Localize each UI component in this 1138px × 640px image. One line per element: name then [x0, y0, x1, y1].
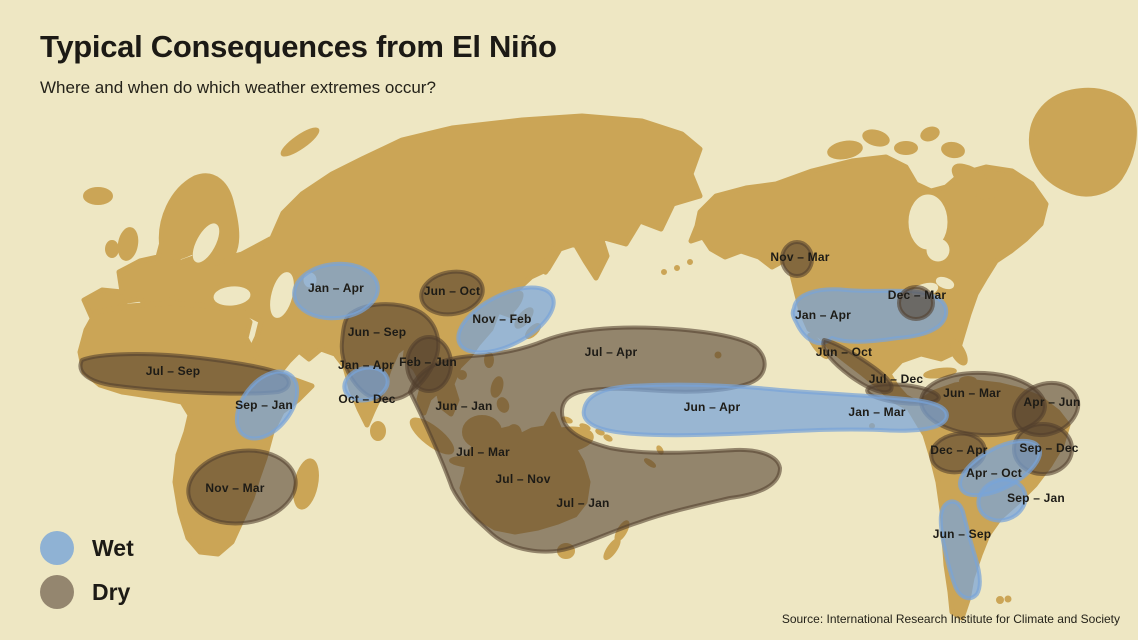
water-hudson-bay-south: [926, 238, 950, 262]
dry-swatch-icon: [40, 575, 74, 609]
region-label-bolivia-dry: Dec – Apr: [930, 443, 988, 457]
island-arctic-3: [894, 141, 918, 155]
region-label-mexico-dry: Jun – Oct: [816, 345, 872, 359]
legend-label-wet: Wet: [92, 534, 134, 561]
island-falkland-2: [1004, 595, 1012, 603]
dry-region-us-midwest: [897, 285, 935, 321]
dry-region-china: [419, 269, 485, 317]
water-great-lakes-2: [935, 276, 955, 290]
page-title: Typical Consequences from El Niño: [40, 29, 557, 64]
wet-region-south-india: [342, 365, 390, 403]
island-aleutian-2: [674, 265, 680, 271]
region-label-south-india-wet: Oct – Dec: [338, 392, 395, 406]
island-ireland: [105, 240, 119, 258]
island-arctic-4: [920, 126, 940, 142]
region-label-amazon-dry: Jun – Mar: [943, 386, 1001, 400]
island-arctic-2: [862, 129, 890, 147]
region-labels: Jan – Apr Nov – Feb Oct – Dec Sep – Jan Jul …: [146, 250, 1081, 541]
island-great-britain: [117, 227, 139, 261]
island-iceland: [83, 187, 113, 205]
region-label-southern-africa-dry: Nov – Mar: [205, 481, 264, 495]
island-arctic-1: [827, 140, 863, 160]
region-label-east-brazil-dry: Sep – Dec: [1019, 441, 1078, 455]
legend-item-dry: Dry: [40, 575, 134, 609]
island-melanesia-4: [603, 434, 613, 442]
wet-swatch-icon: [40, 531, 74, 565]
legend-label-dry: Dry: [92, 578, 131, 605]
water-baltic-sea: [192, 223, 220, 263]
island-sakhalin: [542, 241, 554, 275]
region-label-east-pacific-wet: Jan – Mar: [848, 405, 905, 419]
water-caspian-sea: [270, 272, 294, 318]
region-label-north-india-dry: Jun – Sep: [348, 325, 406, 339]
dry-region-mexico: [821, 338, 894, 395]
region-label-indochina-dry: Feb – Jun: [399, 355, 457, 369]
island-baffin: [951, 163, 999, 201]
region-label-pampas-wet: Apr – Oct: [966, 466, 1022, 480]
region-label-se-south-america-wet: Sep – Jan: [1007, 491, 1065, 505]
region-label-central-asia-wet: Jan – Apr: [308, 281, 364, 295]
dry-region-maritime-continent: [408, 325, 782, 554]
legend: Wet Dry: [40, 531, 134, 619]
region-label-ne-brazil-dry: Apr – Jun: [1023, 395, 1080, 409]
dry-regions-top-layer: [821, 285, 935, 395]
island-aleutian-3: [661, 269, 667, 275]
header: Typical Consequences from El Niño Where …: [40, 29, 557, 98]
island-sri-lanka: [370, 421, 386, 441]
wet-region-equatorial-pacific: [581, 382, 949, 438]
water-black-sea: [213, 286, 251, 306]
region-label-indonesia-dry: Jun – Jan: [435, 399, 492, 413]
region-label-sahel-dry: Jul – Sep: [146, 364, 201, 378]
region-label-central-pacific-wet: Jun – Apr: [684, 400, 741, 414]
dry-region-southern-africa: [186, 448, 298, 526]
region-label-southern-us-wet: Jan – Apr: [795, 308, 851, 322]
wet-region-east-africa: [234, 369, 300, 441]
region-label-east-africa-wet: Sep – Jan: [235, 398, 293, 412]
island-melanesia-2: [579, 423, 591, 431]
island-aleutian-1: [687, 259, 693, 265]
region-label-caribbean-coast-dry: Jul – Dec: [869, 372, 924, 386]
dry-regions-layer: [78, 240, 1081, 554]
island-novaya-zemlya: [280, 127, 320, 157]
source-credit: Source: International Research Institute…: [781, 612, 1120, 626]
peninsula-florida: [948, 338, 968, 366]
inland-waters: [192, 194, 955, 318]
legend-item-wet: Wet: [40, 531, 134, 565]
landmass-scandinavia: [158, 173, 240, 266]
wet-region-japan: [456, 285, 556, 355]
island-falkland-1: [996, 596, 1004, 604]
page-subtitle: Where and when do which weather extremes…: [40, 78, 436, 98]
wet-region-se-south-america: [976, 477, 1028, 523]
region-label-china-dry: Jun – Oct: [424, 284, 480, 298]
dry-region-pacific-northwest: [780, 240, 814, 278]
region-label-australia-dry: Jul – Nov: [495, 472, 550, 486]
region-label-west-india-dry: Jan – Apr: [338, 358, 394, 372]
region-label-se-australia-dry: Jul – Jan: [556, 496, 609, 510]
wet-region-chile: [938, 499, 982, 601]
region-label-us-midwest-dry: Dec – Mar: [888, 288, 947, 302]
region-label-west-pacific-dry: Jul – Apr: [585, 345, 638, 359]
region-label-japan-wet: Nov – Feb: [472, 312, 531, 326]
region-label-nw-australia-dry: Jul – Mar: [456, 445, 510, 459]
island-new-zealand-south: [603, 537, 621, 561]
landmass-greenland: [1028, 87, 1137, 197]
region-label-chile-wet: Jun – Sep: [933, 527, 991, 541]
wet-region-central-asia: [292, 261, 380, 321]
island-arctic-5: [941, 141, 965, 159]
region-label-pacific-northwest-dry: Nov – Mar: [770, 250, 829, 264]
